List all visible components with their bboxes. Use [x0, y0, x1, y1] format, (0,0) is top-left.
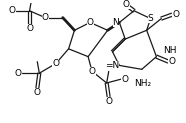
Text: O: O	[42, 13, 49, 22]
Text: O: O	[89, 67, 96, 76]
Text: O: O	[123, 0, 130, 9]
Text: NH₂: NH₂	[134, 79, 151, 88]
Text: O: O	[15, 69, 22, 78]
Text: O: O	[172, 10, 179, 19]
Text: O: O	[52, 59, 59, 68]
Text: =N: =N	[105, 61, 119, 70]
Text: O: O	[9, 6, 16, 15]
Text: O: O	[26, 24, 33, 33]
Text: O: O	[86, 18, 94, 27]
Text: O: O	[105, 97, 112, 106]
Text: O: O	[168, 57, 175, 66]
Text: N: N	[113, 18, 119, 27]
Text: O: O	[34, 88, 41, 97]
Text: S: S	[148, 14, 153, 23]
Text: NH: NH	[163, 46, 177, 55]
Text: O: O	[121, 75, 128, 84]
